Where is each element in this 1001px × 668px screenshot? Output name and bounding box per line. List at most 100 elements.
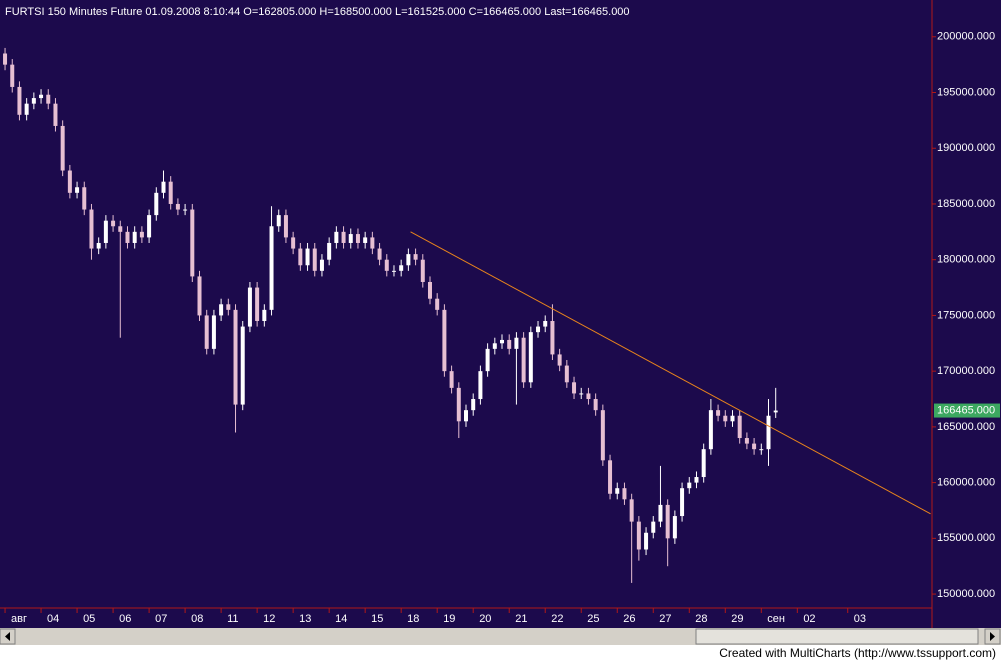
- candle-body: [370, 237, 375, 249]
- candle-body: [442, 309, 447, 372]
- candle-body: [10, 64, 15, 87]
- scroll-thumb[interactable]: [695, 628, 979, 645]
- x-tick-label: 22: [551, 613, 563, 625]
- candle-body: [651, 521, 656, 533]
- x-tick-label: 03: [854, 613, 866, 625]
- candle-body: [730, 415, 735, 422]
- candle-body: [67, 170, 72, 193]
- candle-body: [139, 231, 144, 238]
- candle-body: [716, 410, 721, 416]
- y-tick-label: 190000.000: [937, 142, 995, 154]
- candle-body: [319, 259, 324, 271]
- candle-body: [211, 315, 216, 349]
- x-tick-label: 25: [587, 613, 599, 625]
- candle-body: [435, 298, 440, 310]
- candle-body: [694, 477, 699, 483]
- candle-body: [226, 304, 231, 310]
- candle-body: [111, 220, 116, 227]
- candle-body: [31, 98, 36, 104]
- footer: Created with MultiCharts (http://www.tss…: [719, 646, 996, 660]
- x-tick-label: 02: [803, 613, 815, 625]
- candle-body: [629, 499, 634, 522]
- last-price-label: 166465.000: [937, 404, 995, 416]
- candle-body: [60, 125, 65, 171]
- candle-body: [291, 237, 296, 249]
- x-tick-label: 06: [119, 613, 131, 625]
- candle-body: [269, 226, 274, 310]
- candle-body: [644, 532, 649, 550]
- candle-body: [413, 254, 418, 260]
- candle-body: [103, 220, 108, 243]
- candle-body: [377, 248, 382, 260]
- candle-body: [478, 371, 483, 400]
- candle-body: [406, 254, 411, 266]
- candle-body: [492, 343, 497, 349]
- y-tick-label: 195000.000: [937, 86, 995, 98]
- x-tick-label: 05: [83, 613, 95, 625]
- y-tick-label: 185000.000: [937, 198, 995, 210]
- candle-body: [593, 399, 598, 411]
- candle-body: [53, 103, 58, 126]
- candle-body: [615, 488, 620, 494]
- arrow-icon: [990, 632, 995, 641]
- candle-body: [622, 488, 627, 500]
- candle-body: [190, 209, 195, 277]
- candle-body: [636, 521, 641, 550]
- candle-body: [665, 504, 670, 539]
- candle-body: [96, 242, 101, 249]
- candle-body: [471, 399, 476, 411]
- candle-body: [521, 337, 526, 383]
- x-tick-label: 18: [407, 613, 419, 625]
- candle-body: [737, 415, 742, 439]
- candle-body: [327, 242, 332, 260]
- candle-body: [550, 320, 555, 355]
- x-tick-label: 27: [659, 613, 671, 625]
- x-tick-label: 14: [335, 613, 347, 625]
- candle-body: [17, 86, 22, 115]
- candle-body: [168, 181, 173, 204]
- x-tick-label: 26: [623, 613, 635, 625]
- candle-body: [680, 488, 685, 517]
- candle-body: [204, 315, 209, 349]
- candle-body: [341, 231, 346, 243]
- y-tick-label: 170000.000: [937, 365, 995, 377]
- candle-body: [399, 265, 404, 271]
- candle-body: [536, 326, 541, 333]
- candle-body: [24, 103, 29, 115]
- candle-body: [147, 215, 152, 238]
- candle-body: [708, 410, 713, 450]
- x-tick-label: сен: [767, 613, 785, 625]
- candle-body: [579, 393, 584, 395]
- candle-body: [766, 415, 771, 450]
- candle-body: [334, 231, 339, 243]
- y-tick-label: 160000.000: [937, 477, 995, 489]
- candle-body: [514, 337, 519, 349]
- x-tick-label: 07: [155, 613, 167, 625]
- x-tick-label: 08: [191, 613, 203, 625]
- arrow-icon: [5, 632, 10, 641]
- candle-body: [485, 348, 490, 372]
- candle-body: [427, 281, 432, 299]
- x-tick-label: 20: [479, 613, 491, 625]
- candle-body: [500, 339, 505, 344]
- candle-body: [384, 259, 389, 271]
- candle-body: [3, 53, 8, 65]
- x-tick-label: 11: [227, 613, 238, 625]
- candle-body: [183, 209, 188, 211]
- candle-body: [283, 215, 288, 238]
- y-tick-label: 180000.000: [937, 254, 995, 266]
- candle-body: [687, 482, 692, 489]
- candle-body: [464, 410, 468, 422]
- candle-body: [132, 231, 137, 243]
- candle-body: [276, 215, 281, 227]
- candle-body: [752, 443, 757, 450]
- candle-body: [456, 387, 461, 422]
- candle-body: [672, 516, 677, 539]
- candle-body: [219, 304, 224, 316]
- x-tick-label: 19: [443, 613, 455, 625]
- chart-title: FURTSI 150 Minutes Future 01.09.2008 8:1…: [5, 6, 630, 18]
- candle-body: [82, 187, 87, 210]
- candle-body: [46, 94, 51, 104]
